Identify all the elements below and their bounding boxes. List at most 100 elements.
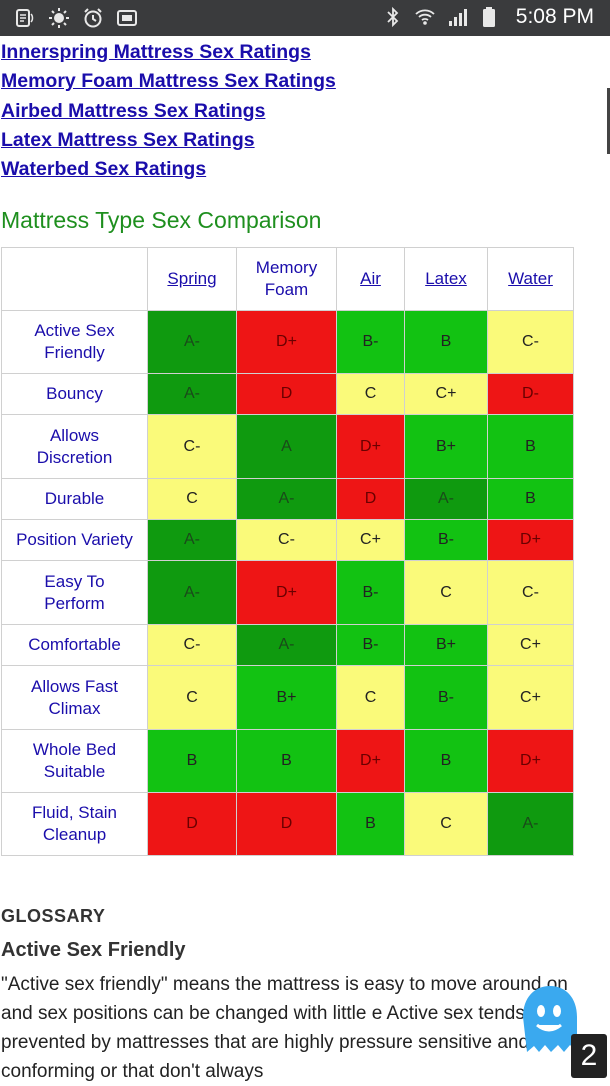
column-header-latex[interactable]: Latex: [404, 247, 488, 311]
grade-cell: C: [404, 792, 488, 856]
glossary-text: "Active sex friendly" means the mattress…: [1, 974, 573, 1082]
grade-cell: C-: [236, 519, 337, 561]
row-label-text: Allows Discretion: [36, 425, 113, 467]
table-row: Fluid, Stain Cleanup D D B C A-: [1, 792, 574, 856]
grade-cell: C: [147, 665, 237, 730]
notification-badge: 2: [571, 1034, 607, 1078]
grade-cell: D: [147, 792, 237, 856]
grade-cell: B-: [404, 665, 488, 730]
row-label[interactable]: Durable: [1, 478, 148, 520]
row-label[interactable]: Fluid, Stain Cleanup: [1, 792, 148, 856]
grade-cell: B: [487, 478, 574, 520]
table-row: Position Variety A- C- C+ B- D+: [1, 519, 574, 561]
row-label-text: Whole Bed Suitable: [32, 740, 117, 781]
battery-icon: [478, 6, 500, 28]
grade-cell: A-: [147, 373, 237, 415]
grade-cell: B: [404, 729, 488, 793]
grade-cell: B: [147, 729, 237, 793]
grade-cell: C: [147, 478, 237, 520]
row-label-text: Allows Fast Climax: [31, 676, 118, 718]
column-header-spring[interactable]: Spring: [147, 247, 237, 311]
header-corner: [1, 247, 148, 311]
signal-icon: [446, 6, 468, 28]
grade-cell: B: [336, 792, 405, 856]
alarm-icon: [82, 7, 104, 29]
grade-cell: A-: [404, 478, 488, 520]
ratings-link-list: Innerspring Mattress Sex Ratings Memory …: [1, 38, 336, 184]
section-title: Mattress Type Sex Comparison: [1, 207, 322, 233]
table-row: Whole Bed Suitable B B D+ B D+: [1, 729, 574, 793]
row-label[interactable]: Allows Discretion: [1, 414, 148, 479]
bluetooth-icon: [382, 6, 404, 28]
airbed-ratings-link[interactable]: Airbed Mattress Sex Ratings: [1, 99, 266, 122]
grade-cell: B-: [336, 624, 405, 666]
row-label[interactable]: Allows Fast Climax: [1, 665, 148, 730]
row-label-text: Position Variety: [16, 530, 133, 549]
grade-cell: C: [336, 373, 405, 415]
screenshot-icon: [116, 7, 138, 29]
row-label-text: Fluid, Stain Cleanup: [31, 803, 118, 844]
grade-cell: C-: [147, 624, 237, 666]
brightness-icon: [48, 7, 70, 29]
column-header-water[interactable]: Water: [487, 247, 574, 311]
column-header-memory-foam[interactable]: Memory Foam: [236, 247, 337, 311]
table-row: Easy To Perform A- D+ B- C C-: [1, 560, 574, 625]
grade-cell: A-: [147, 310, 237, 374]
innerspring-ratings-link[interactable]: Innerspring Mattress Sex Ratings: [1, 41, 311, 63]
latex-ratings-link[interactable]: Latex Mattress Sex Ratings: [1, 128, 255, 151]
waterbed-ratings-link[interactable]: Waterbed Sex Ratings: [1, 158, 207, 181]
row-label[interactable]: Position Variety: [1, 519, 148, 561]
grade-cell: C-: [487, 560, 574, 625]
grade-cell: B-: [404, 519, 488, 561]
glossary-heading: GLOSSARY: [1, 906, 106, 926]
table-row: Durable C A- D A- B: [1, 478, 574, 520]
row-label-text: Comfortable: [28, 635, 121, 654]
row-label-text: Bouncy: [46, 384, 103, 403]
grade-cell: B+: [236, 665, 337, 730]
table-header-row: Spring Memory Foam Air Latex Water: [1, 247, 574, 311]
grade-cell: D+: [336, 414, 405, 479]
grade-cell: C-: [147, 414, 237, 479]
grade-cell: D: [236, 792, 337, 856]
grade-cell: D+: [236, 310, 337, 374]
row-label[interactable]: Active Sex Friendly: [1, 310, 148, 374]
table-row: Bouncy A- D C C+ D-: [1, 373, 574, 415]
grade-cell: B+: [404, 624, 488, 666]
grade-cell: A-: [236, 478, 337, 520]
grade-cell: A-: [236, 624, 337, 666]
status-right-icons: 5:08 PM: [382, 5, 594, 29]
grade-cell: B-: [336, 310, 405, 374]
glossary-term: Active Sex Friendly: [1, 939, 186, 961]
row-label-text: Durable: [44, 489, 105, 508]
grade-cell: C-: [487, 310, 574, 374]
grade-cell: D: [236, 373, 337, 415]
row-label-text: Active Sex Friendly: [34, 321, 115, 362]
wifi-icon: [414, 6, 436, 28]
grade-cell: C+: [404, 373, 488, 415]
row-label[interactable]: Easy To Perform: [1, 560, 148, 625]
scrollbar[interactable]: [607, 88, 610, 154]
grade-cell: B: [404, 310, 488, 374]
ghost-icon[interactable]: [517, 983, 581, 1059]
voicemail-icon: [14, 7, 36, 29]
clock: 5:08 PM: [515, 5, 594, 28]
grade-cell: B: [487, 414, 574, 479]
grade-cell: B: [236, 729, 337, 793]
table-row: Active Sex Friendly A- D+ B- B C-: [1, 310, 574, 374]
row-label[interactable]: Comfortable: [1, 624, 148, 666]
grade-cell: A-: [147, 560, 237, 625]
grade-cell: D+: [336, 729, 405, 793]
column-header-air[interactable]: Air: [336, 247, 405, 311]
table-row: Comfortable C- A- B- B+ C+: [1, 624, 574, 666]
memory-foam-ratings-link[interactable]: Memory Foam Mattress Sex Ratings: [1, 70, 336, 93]
grade-cell: D+: [487, 519, 574, 561]
status-left-icons: [14, 7, 138, 29]
grade-cell: D+: [236, 560, 337, 625]
grade-cell: A-: [147, 519, 237, 561]
grade-cell: C+: [487, 665, 574, 730]
row-label[interactable]: Bouncy: [1, 373, 148, 415]
column-header-memory-foam-label: Memory Foam: [255, 258, 318, 299]
table-row: Allows Discretion C- A D+ B+ B: [1, 414, 574, 479]
grade-cell: D+: [487, 729, 574, 793]
row-label[interactable]: Whole Bed Suitable: [1, 729, 148, 793]
